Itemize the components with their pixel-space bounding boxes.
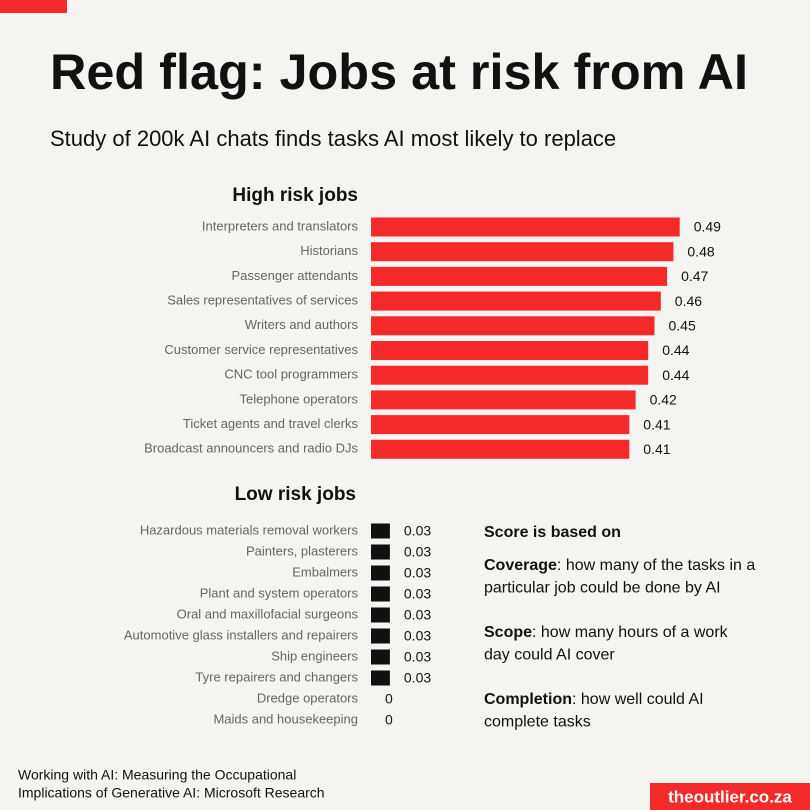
category-label: CNC tool programmers — [224, 367, 358, 382]
bar — [371, 586, 390, 602]
notes-heading: Score is based on — [484, 524, 621, 541]
value-label: 0 — [385, 691, 393, 707]
category-label: Customer service representatives — [164, 342, 358, 357]
note-line: Scope: how many hours of a work — [484, 624, 729, 641]
bar — [371, 607, 390, 623]
note-text: day could AI cover — [484, 647, 615, 664]
value-label: 0.45 — [669, 318, 696, 334]
category-label: Dredge operators — [257, 690, 359, 705]
value-label: 0.42 — [650, 392, 677, 408]
value-label: 0.41 — [643, 441, 670, 457]
accent — [0, 0, 67, 13]
category-label: Automotive glass installers and repairer… — [124, 627, 359, 642]
value-label: 0.44 — [662, 367, 689, 383]
category-label: Ticket agents and travel clerks — [183, 416, 359, 431]
value-label: 0.48 — [687, 243, 714, 259]
value-label: 0.03 — [404, 586, 431, 602]
source-line: Implications of Generative AI: Microsoft… — [18, 785, 325, 801]
category-label: Passenger attendants — [232, 268, 359, 283]
value-label: 0.03 — [404, 670, 431, 686]
note-line: Completion: how well could AI — [484, 691, 704, 708]
value-label: 0.44 — [662, 342, 689, 358]
category-label: Broadcast announcers and radio DJs — [144, 441, 358, 456]
value-label: 0.03 — [404, 565, 431, 581]
value-label: 0.41 — [643, 416, 670, 432]
category-label: Sales representatives of services — [167, 293, 358, 308]
category-label: Hazardous materials removal workers — [140, 522, 359, 537]
value-label: 0.03 — [404, 544, 431, 560]
category-label: Telephone operators — [239, 391, 358, 406]
brand-box — [650, 783, 810, 810]
bar — [371, 439, 630, 459]
category-label: Plant and system operators — [200, 585, 359, 600]
chart-title: High risk jobs — [232, 185, 358, 206]
subtitle: Study of 200k AI chats finds tasks AI mo… — [50, 126, 616, 151]
note-line: Coverage: how many of the tasks in a — [484, 557, 755, 574]
value-label: 0.47 — [681, 268, 708, 284]
bar — [371, 565, 390, 581]
note-text: : how well could AI — [572, 691, 704, 708]
bar — [371, 649, 390, 665]
bar — [371, 316, 655, 336]
value-label: 0.03 — [404, 607, 431, 623]
bar — [371, 291, 661, 311]
note-term: Scope — [484, 624, 532, 641]
value-label: 0.49 — [694, 219, 721, 235]
note-term: Coverage — [484, 557, 557, 574]
note-term: Completion — [484, 691, 572, 708]
category-label: Tyre repairers and changers — [195, 669, 358, 684]
value-label: 0.03 — [404, 649, 431, 665]
bar — [371, 242, 674, 262]
value-label: 0.46 — [675, 293, 702, 309]
category-label: Painters, plasterers — [246, 543, 358, 558]
note-text: : how many hours of a work — [532, 624, 729, 641]
brand: theoutlier.co.za — [668, 787, 792, 806]
bar — [371, 523, 390, 539]
bar — [371, 390, 636, 410]
value-label: 0.03 — [404, 523, 431, 539]
bar — [371, 544, 390, 560]
note-line: day could AI cover — [484, 647, 615, 664]
bar — [371, 341, 649, 360]
bar — [371, 628, 390, 644]
category-label: Ship engineers — [271, 648, 358, 663]
bar — [371, 266, 668, 286]
note-line: particular job could be done by AI — [484, 580, 721, 597]
bar — [371, 670, 390, 686]
chart-title: Low risk jobs — [235, 484, 356, 505]
bar — [371, 365, 649, 385]
source-line: Working with AI: Measuring the Occupatio… — [18, 767, 296, 783]
note-text: : how many of the tasks in a — [557, 557, 755, 574]
value-label: 0.03 — [404, 628, 431, 644]
category-label: Interpreters and translators — [202, 218, 359, 233]
note-text: complete tasks — [484, 714, 591, 731]
bar — [371, 217, 680, 237]
category-label: Writers and authors — [245, 317, 359, 332]
note-text: particular job could be done by AI — [484, 580, 721, 597]
category-label: Embalmers — [292, 564, 358, 579]
note-line: complete tasks — [484, 714, 591, 731]
category-label: Oral and maxillofacial surgeons — [177, 606, 359, 621]
notes: Coverage: how many of the tasks in a part… — [484, 557, 755, 731]
title: Red flag: Jobs at risk from AI — [50, 44, 748, 100]
source: Working with AI: Measuring the Occupatio… — [18, 767, 325, 801]
category-label: Maids and housekeeping — [213, 711, 358, 726]
category-label: Historians — [300, 243, 358, 258]
value-label: 0 — [385, 712, 393, 728]
bar — [371, 415, 630, 435]
